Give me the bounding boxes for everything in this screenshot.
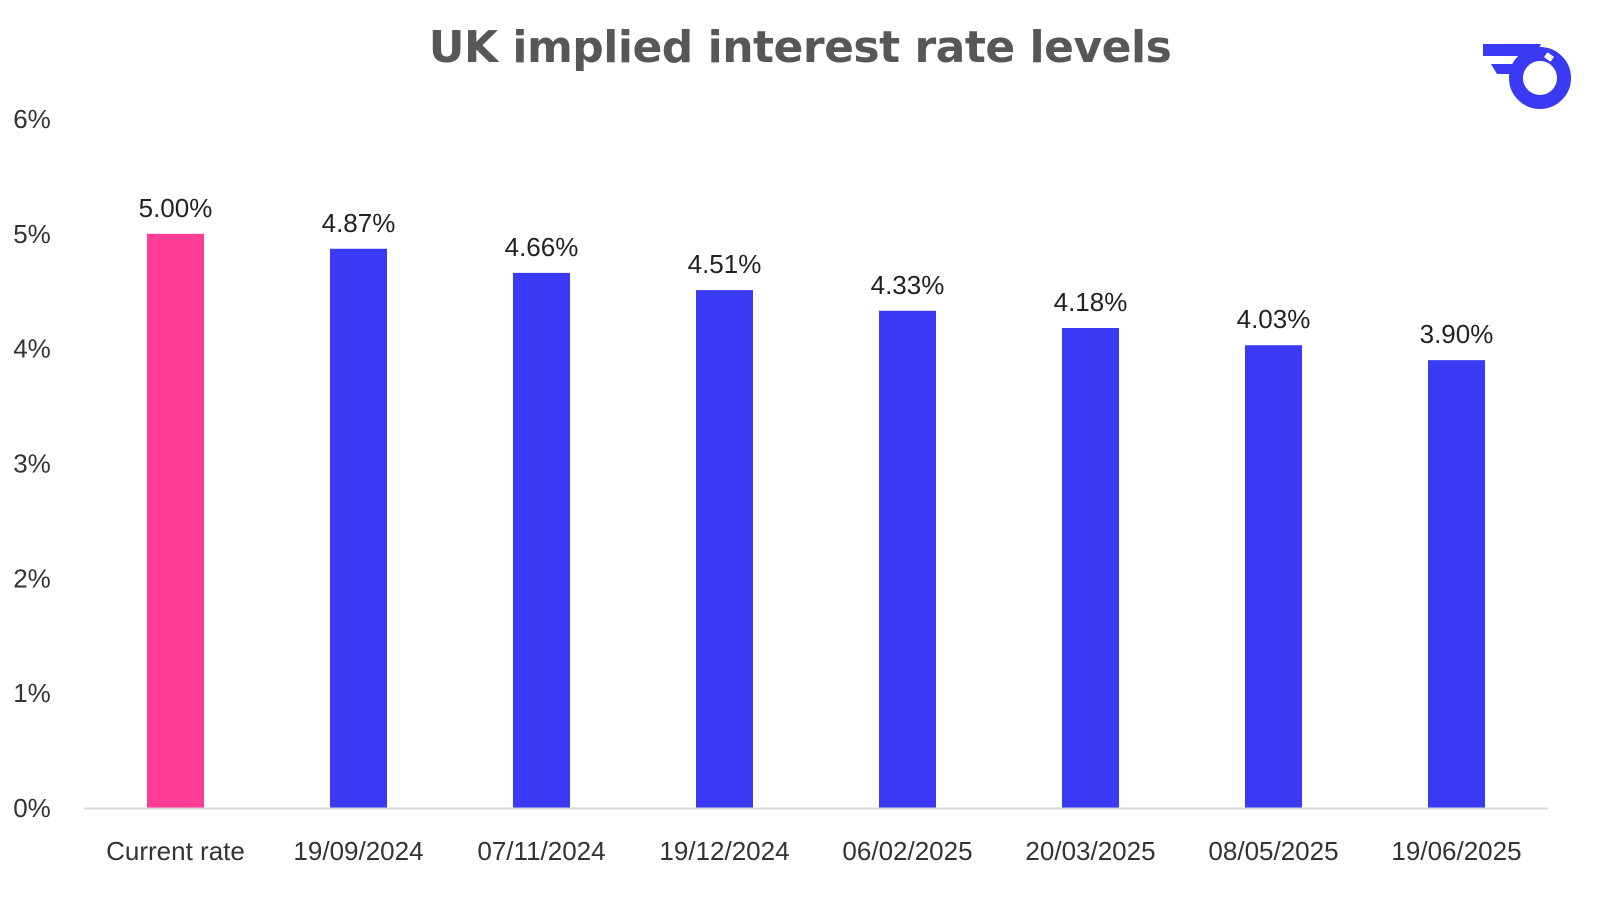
y-tick-label: 6% [13, 104, 51, 134]
bar-1 [330, 248, 387, 809]
data-labels: 5.00% 4.87% 4.66% 4.51% 4.33% 4.18% 4.03% 3.90% [139, 193, 1494, 349]
brand-logo-icon [1483, 44, 1571, 109]
data-label-3: 4.51% [688, 249, 762, 279]
logo-ring-gap [1544, 52, 1554, 62]
x-tick-label-2: 07/11/2024 [477, 836, 605, 866]
bar-2 [513, 272, 570, 808]
y-tick-label: 3% [13, 449, 51, 479]
data-label-4: 4.33% [871, 270, 945, 300]
x-tick-label-3: 19/12/2024 [659, 836, 789, 866]
x-tick-label-7: 19/06/2025 [1391, 836, 1521, 866]
x-tick-label-5: 20/03/2025 [1025, 836, 1155, 866]
y-tick-label: 4% [13, 334, 51, 364]
bars [147, 233, 1485, 809]
data-label-6: 4.03% [1237, 304, 1311, 334]
x-tick-label-1: 19/09/2024 [293, 836, 423, 866]
bar-3 [696, 290, 753, 808]
data-label-0: 5.00% [139, 193, 213, 223]
y-tick-label: 2% [13, 563, 51, 593]
chart-title: UK implied interest rate levels [428, 22, 1172, 73]
x-axis-ticks: Current rate 19/09/2024 07/11/2024 19/12/20… [106, 836, 1521, 866]
bar-6 [1245, 345, 1302, 808]
y-axis-ticks: 0% 1% 2% 3% 4% 5% 6% [13, 104, 51, 823]
logo-ring [1509, 47, 1571, 109]
bar-7 [1428, 360, 1485, 808]
y-tick-label: 1% [13, 678, 51, 708]
y-tick-label: 5% [13, 219, 51, 249]
data-label-2: 4.66% [505, 232, 579, 262]
x-tick-label-4: 06/02/2025 [842, 836, 972, 866]
data-label-7: 3.90% [1420, 319, 1494, 349]
bar-0 [147, 233, 204, 809]
y-tick-label: 0% [13, 793, 51, 823]
bar-5 [1062, 327, 1119, 808]
bar-4 [879, 310, 936, 808]
data-label-1: 4.87% [322, 208, 396, 238]
x-tick-label-0: Current rate [106, 836, 245, 866]
x-tick-label-6: 08/05/2025 [1208, 836, 1338, 866]
data-label-5: 4.18% [1054, 287, 1128, 317]
